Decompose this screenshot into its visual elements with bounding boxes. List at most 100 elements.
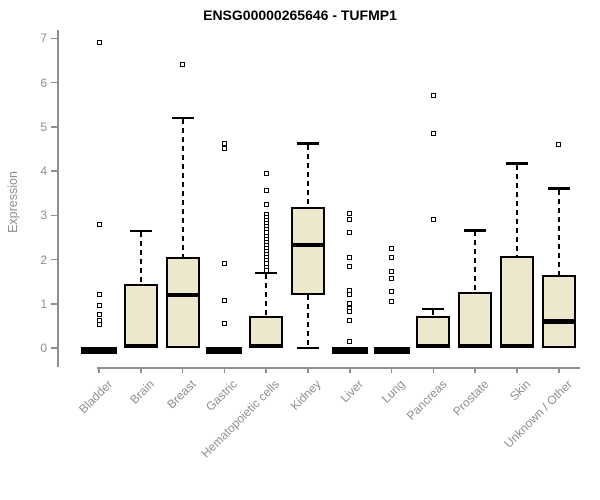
- y-tick-label: 4: [40, 164, 47, 179]
- x-tick-label: Hematopoietic cells: [198, 377, 283, 461]
- upper-whisker: [557, 189, 560, 275]
- x-tick-mark: [307, 367, 309, 373]
- collapsed-box: [331, 347, 368, 354]
- outlier-point: [263, 188, 269, 194]
- x-tick-label: Skin: [506, 377, 533, 404]
- outlier-point: [221, 141, 227, 147]
- upper-whisker: [181, 118, 184, 258]
- lower-whisker-cap: [297, 346, 319, 350]
- x-tick-mark: [140, 367, 142, 373]
- y-tick-label: 7: [40, 31, 47, 46]
- collapsed-box: [206, 347, 243, 354]
- upper-whisker-cap: [506, 162, 528, 165]
- x-tick-mark: [265, 367, 267, 373]
- x-tick-mark: [558, 367, 560, 373]
- x-tick-mark: [432, 367, 435, 373]
- outlier-point: [430, 130, 436, 136]
- outlier-point: [430, 93, 436, 99]
- upper-whisker: [432, 310, 435, 316]
- outlier-point: [389, 289, 395, 295]
- upper-whisker: [265, 273, 268, 317]
- y-tick-mark: [51, 126, 57, 128]
- outlier-point: [389, 269, 395, 275]
- y-tick-mark: [51, 37, 57, 40]
- x-tick-label: Kidney: [288, 377, 324, 413]
- upper-whisker-cap: [464, 229, 487, 232]
- outlier-point: [221, 146, 227, 152]
- outlier-point: [389, 254, 395, 260]
- upper-whisker: [516, 164, 518, 256]
- y-tick-label: 2: [40, 252, 47, 267]
- outlier-point: [347, 291, 353, 297]
- upper-whisker-cap: [297, 142, 319, 145]
- y-tick-label: 1: [40, 296, 47, 311]
- median-line: [500, 343, 534, 349]
- y-axis-line: [57, 30, 59, 367]
- upper-whisker: [474, 231, 477, 292]
- outlier-point: [389, 276, 395, 282]
- x-tick-label: Breast: [164, 377, 199, 412]
- x-tick-mark: [98, 367, 100, 373]
- upper-whisker: [139, 231, 142, 284]
- outlier-point: [347, 317, 353, 323]
- x-tick-label: Brain: [127, 377, 157, 407]
- upper-whisker-cap: [129, 229, 152, 232]
- outlier-point: [221, 321, 227, 327]
- chart-title: ENSG00000265646 - TUFMP1: [203, 7, 397, 23]
- outlier-point: [263, 170, 269, 176]
- y-tick-label: 3: [40, 208, 47, 223]
- x-tick-mark: [516, 367, 518, 373]
- x-tick-mark: [223, 367, 226, 373]
- x-axis-line: [97, 367, 580, 369]
- median-line: [123, 343, 158, 349]
- y-tick-label: 6: [40, 75, 47, 90]
- median-line: [416, 343, 451, 349]
- collapsed-box: [81, 347, 117, 354]
- upper-whisker-cap: [422, 307, 445, 311]
- box-iqr: [123, 283, 158, 348]
- x-tick-mark: [390, 367, 393, 373]
- outlier-point: [96, 303, 102, 309]
- lower-whisker: [307, 294, 309, 348]
- median-line: [249, 343, 284, 349]
- outlier-point: [180, 62, 186, 68]
- y-tick-mark: [51, 170, 57, 172]
- x-tick-label: Gastric: [203, 377, 241, 414]
- outlier-point: [263, 267, 269, 273]
- x-tick-mark: [181, 367, 184, 373]
- outlier-point: [347, 338, 353, 344]
- outlier-point: [263, 201, 269, 207]
- box-iqr: [458, 291, 493, 348]
- median-line: [541, 319, 576, 324]
- outlier-point: [96, 312, 102, 318]
- outlier-point: [96, 292, 102, 298]
- outlier-point: [96, 40, 102, 46]
- x-tick-label: Pancreas: [403, 377, 450, 423]
- x-tick-label: Liver: [337, 377, 366, 406]
- outlier-point: [389, 245, 395, 251]
- box-iqr: [165, 257, 200, 348]
- median-line: [291, 242, 325, 248]
- y-tick-mark: [51, 258, 57, 261]
- outlier-point: [347, 230, 353, 236]
- box-iqr: [416, 315, 451, 348]
- upper-whisker-cap: [171, 116, 194, 120]
- collapsed-box: [373, 347, 410, 354]
- outlier-point: [96, 317, 102, 323]
- box-iqr: [500, 255, 534, 348]
- x-tick-label: Prostate: [449, 377, 492, 419]
- upper-whisker-cap: [255, 271, 278, 275]
- y-tick-mark: [51, 81, 57, 84]
- outlier-point: [556, 141, 562, 147]
- x-tick-label: Lung: [378, 377, 408, 406]
- median-line: [458, 343, 493, 349]
- upper-whisker-cap: [547, 187, 570, 190]
- outlier-point: [221, 297, 227, 303]
- outlier-point: [347, 210, 353, 216]
- x-tick-mark: [474, 367, 476, 373]
- box-iqr: [541, 275, 576, 348]
- outlier-point: [347, 254, 353, 260]
- outlier-point: [96, 221, 102, 227]
- outlier-point: [389, 299, 395, 305]
